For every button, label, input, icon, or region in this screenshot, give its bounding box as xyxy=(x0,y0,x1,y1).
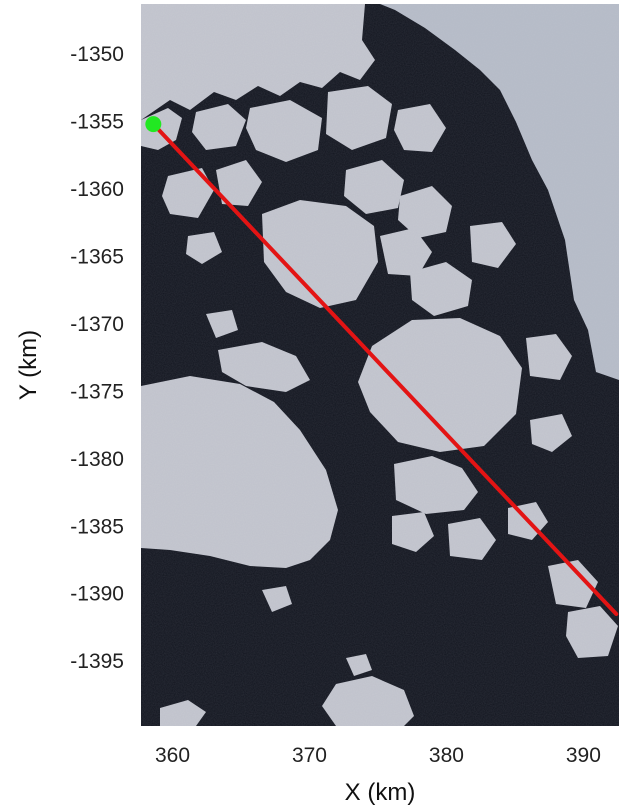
transect-line xyxy=(151,122,619,616)
x-axis-ticks: 360 370 380 390 xyxy=(155,744,601,767)
y-tick-label: -1350 xyxy=(70,43,124,66)
x-tick-label: 370 xyxy=(292,744,327,767)
y-tick-label: -1375 xyxy=(70,380,124,403)
x-axis-label: X (km) xyxy=(345,779,416,806)
y-tick-label: -1380 xyxy=(70,448,124,471)
x-tick-label: 380 xyxy=(429,744,464,767)
data-layer xyxy=(145,116,619,616)
plot-area xyxy=(141,4,619,726)
y-axis-label: Y (km) xyxy=(15,330,42,400)
y-tick-label: -1395 xyxy=(70,650,124,673)
y-tick-label: -1365 xyxy=(70,245,124,268)
x-tick-label: 390 xyxy=(566,744,601,767)
y-tick-label: -1360 xyxy=(70,178,124,201)
y-tick-label: -1390 xyxy=(70,583,124,606)
y-axis-ticks: -1350 -1355 -1360 -1365 -1370 -1375 -1380 -1385… xyxy=(70,43,124,673)
x-tick-label: 360 xyxy=(155,744,190,767)
y-tick-label: -1355 xyxy=(70,110,124,133)
y-tick-label: -1370 xyxy=(70,313,124,336)
start-point-marker xyxy=(145,116,162,133)
y-tick-label: -1385 xyxy=(70,515,124,538)
